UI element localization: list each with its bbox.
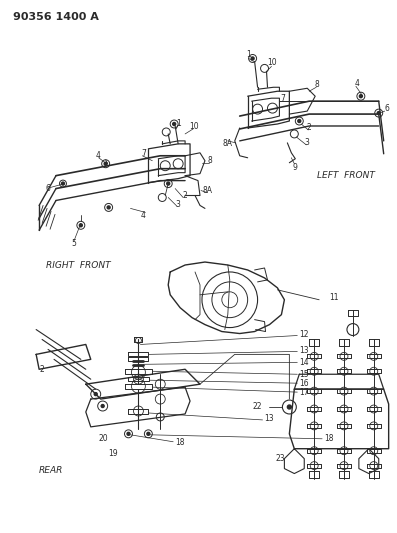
Text: 5: 5 xyxy=(71,239,76,248)
Text: 8A: 8A xyxy=(223,139,233,148)
Text: 14: 14 xyxy=(299,358,309,367)
Circle shape xyxy=(377,111,380,115)
Text: 12: 12 xyxy=(299,330,309,339)
Circle shape xyxy=(173,123,175,125)
Text: 20: 20 xyxy=(99,434,108,443)
Text: 4: 4 xyxy=(141,211,146,220)
Text: 4: 4 xyxy=(95,151,100,160)
Text: 1: 1 xyxy=(176,118,181,127)
Text: REAR: REAR xyxy=(39,466,64,475)
Text: 13: 13 xyxy=(264,415,274,423)
Text: 3: 3 xyxy=(176,200,181,209)
Text: LEFT  FRONT: LEFT FRONT xyxy=(317,171,375,180)
Text: 2: 2 xyxy=(307,124,312,133)
Text: 8: 8 xyxy=(315,80,320,89)
Text: 19: 19 xyxy=(109,449,118,458)
Text: 23: 23 xyxy=(276,454,285,463)
Text: 16: 16 xyxy=(299,378,309,387)
Text: 8A: 8A xyxy=(203,186,213,195)
Text: 11: 11 xyxy=(329,293,339,302)
Text: 6: 6 xyxy=(46,184,50,193)
Text: 7: 7 xyxy=(141,149,146,158)
Circle shape xyxy=(107,206,110,209)
Text: RIGHT  FRONT: RIGHT FRONT xyxy=(46,261,111,270)
Circle shape xyxy=(359,95,362,98)
Text: 2: 2 xyxy=(183,191,187,200)
Text: 22: 22 xyxy=(252,401,262,410)
Text: 1: 1 xyxy=(246,50,251,59)
Text: 3: 3 xyxy=(305,139,310,147)
Circle shape xyxy=(251,57,254,60)
Circle shape xyxy=(104,162,107,165)
Text: 18: 18 xyxy=(324,434,333,443)
Text: 15: 15 xyxy=(299,370,309,379)
Circle shape xyxy=(101,405,104,408)
Circle shape xyxy=(127,432,130,435)
Text: 13: 13 xyxy=(299,346,309,355)
Text: 10: 10 xyxy=(268,58,277,67)
Circle shape xyxy=(62,182,64,185)
Text: 10: 10 xyxy=(189,123,199,132)
Circle shape xyxy=(94,393,97,395)
Text: 2: 2 xyxy=(39,365,44,374)
Text: 7: 7 xyxy=(280,94,285,103)
Circle shape xyxy=(287,405,291,409)
Circle shape xyxy=(298,119,301,123)
Text: 17: 17 xyxy=(299,387,309,397)
Text: 6: 6 xyxy=(384,103,389,112)
Circle shape xyxy=(79,224,82,227)
Text: 18: 18 xyxy=(175,438,185,447)
Text: 8: 8 xyxy=(208,156,212,165)
Text: 90356 1400 A: 90356 1400 A xyxy=(13,12,99,22)
Text: 9: 9 xyxy=(293,163,298,172)
Circle shape xyxy=(167,182,170,185)
Circle shape xyxy=(147,432,150,435)
Text: 4: 4 xyxy=(355,79,359,88)
